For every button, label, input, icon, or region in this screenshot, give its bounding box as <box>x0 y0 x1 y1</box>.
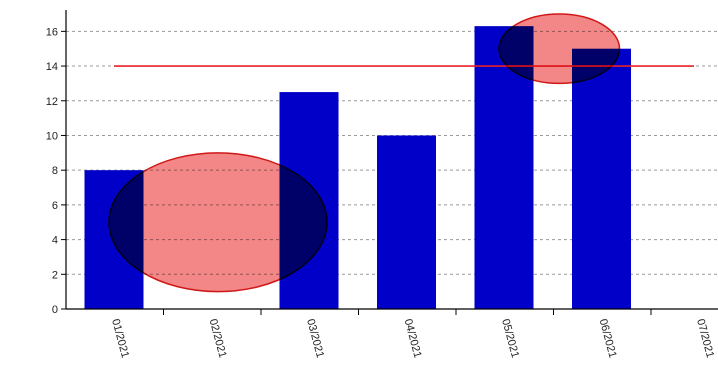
highlight-ellipse <box>498 13 621 85</box>
x-axis: 01/2021 02/2021 03/2021 04/2021 05/2021 06/20… <box>66 308 718 360</box>
bar <box>377 135 436 309</box>
y-tick-label: 8 <box>52 165 58 177</box>
y-tick-label: 6 <box>52 200 58 212</box>
x-tick-label: 04/2021 <box>402 318 424 360</box>
x-tick-label: 03/2021 <box>304 318 326 360</box>
x-tick-label: 06/2021 <box>597 318 619 360</box>
y-axis: 0 2 4 6 8 10 12 14 16 <box>46 10 67 316</box>
x-tick-label: 05/2021 <box>499 318 521 360</box>
y-tick-label: 12 <box>46 96 58 108</box>
x-tick-label: 07/2021 <box>694 318 716 360</box>
y-tick-label: 4 <box>52 235 58 247</box>
bar <box>572 48 631 310</box>
y-tick-label: 2 <box>52 269 58 281</box>
y-tick-label: 14 <box>46 61 58 73</box>
x-tick-label: 02/2021 <box>207 318 229 360</box>
highlight-ellipse <box>108 152 328 293</box>
x-tick-label: 01/2021 <box>109 318 131 360</box>
y-tick-label: 16 <box>46 26 58 38</box>
y-tick-label: 10 <box>46 130 58 142</box>
y-tick-label: 0 <box>52 304 58 316</box>
highlight-ellipses <box>108 13 621 293</box>
